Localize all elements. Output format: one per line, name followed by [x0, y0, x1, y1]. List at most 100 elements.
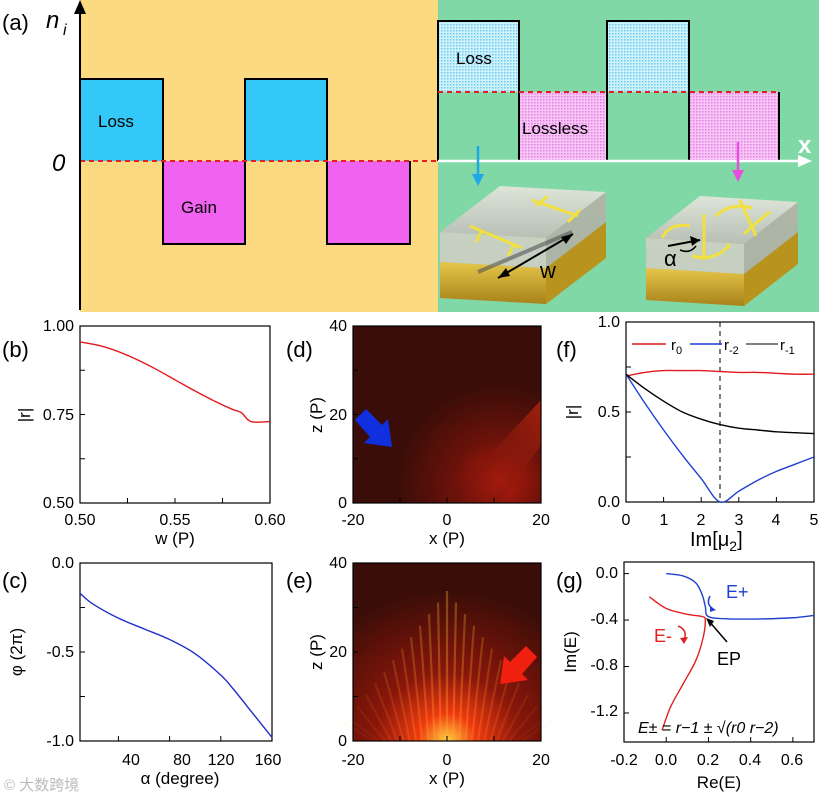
fringe-line [458, 614, 467, 742]
fringe-line [476, 648, 494, 742]
y-label-n: n [46, 7, 59, 34]
x-axis-label: Re(E) [697, 773, 741, 792]
panel-d: (d) -20 0 20 0 20 40 x (P) z (P) [286, 318, 550, 548]
fringe-line [483, 660, 503, 742]
fringe-line [436, 602, 442, 742]
loss-block [80, 79, 163, 161]
rotation-arrow-icon [710, 606, 716, 612]
lossless-block-dotted [689, 92, 779, 161]
index-profile-left [80, 78, 411, 245]
panel-a-label: (a) [2, 10, 29, 35]
x-tick-label: 160 [255, 752, 282, 769]
y-tick-label: -0.4 [590, 611, 618, 628]
panel-f: (f) 0 1 2 3 4 5 0.0 0.5 1.0 |r| Im[μ2] r… [556, 314, 819, 554]
plot-frame [79, 325, 271, 504]
lossless-label: Lossless [522, 119, 588, 138]
fringe-line [391, 660, 411, 742]
series-group [625, 369, 815, 503]
gain-block [327, 161, 410, 244]
fringe-line [501, 694, 529, 742]
fringe-line [464, 625, 476, 742]
x-tick-label: 3 [735, 512, 744, 529]
tick-marks [623, 573, 794, 742]
loss-label-right: Loss [456, 49, 492, 68]
panel-g-label: (g) [556, 568, 583, 593]
fringe-line [452, 602, 458, 742]
x-tick-label: -20 [341, 752, 364, 769]
tick-marks [80, 562, 273, 742]
legend-label-r1: r-1 [780, 337, 795, 357]
tick-marks [352, 562, 542, 742]
reflected-beam [445, 400, 541, 503]
zero-label: 0 [52, 150, 66, 177]
x-tick-label: 20 [532, 512, 550, 529]
y-tick-label: -0.5 [46, 644, 74, 661]
plot-frame [623, 561, 815, 743]
fringe-line [489, 671, 512, 742]
y-tick-label: 0.75 [43, 407, 74, 424]
y-axis-label: φ (2π) [7, 628, 26, 676]
fringe-line [356, 705, 386, 742]
fringe-line [427, 614, 436, 742]
lossless-block-dotted [519, 92, 607, 161]
x-tick-label: 0.6 [781, 752, 803, 769]
tick-marks [79, 325, 271, 504]
loss-label-left: Loss [98, 112, 134, 131]
interference-fringes [338, 591, 556, 742]
x-tick-label: -0.2 [610, 752, 638, 769]
series-group [648, 572, 815, 731]
series-line-- [79, 592, 273, 738]
ep-label: EP [717, 649, 741, 669]
legend-label-r0: r0 [671, 337, 682, 357]
x-tick-label: 40 [122, 752, 140, 769]
series-group [79, 592, 273, 738]
y-axis-label: |r| [563, 405, 582, 420]
unit-cell-left: w [440, 186, 606, 304]
x-tick-label: 1 [660, 512, 669, 529]
y-tick-label: -1.2 [590, 703, 618, 720]
fringe-line [373, 682, 399, 742]
y-tick-label: -0.8 [590, 657, 618, 674]
panel-f-label: (f) [556, 337, 577, 362]
fringe-line [409, 637, 424, 742]
eminus-label: E- [654, 626, 672, 646]
y-axis-label: |r| [15, 408, 34, 423]
x-tick-label: -20 [341, 512, 364, 529]
x-tick-label: 4 [772, 512, 781, 529]
y-tick-label: 0.0 [52, 555, 74, 572]
y-axis-label: z (P) [307, 397, 326, 433]
y-tick-label: 1.00 [43, 318, 74, 335]
x-tick-label: 2 [697, 512, 706, 529]
x-tick-label: 0.4 [739, 752, 761, 769]
y-tick-label: 40 [329, 555, 347, 572]
eplus-label: E+ [726, 582, 749, 602]
incident-arrow-icon [355, 409, 392, 447]
y-tick-label: 0.50 [43, 495, 74, 512]
x-label: x [798, 132, 812, 159]
y-axis-label: Im(E) [561, 631, 580, 673]
loss-block [245, 79, 327, 161]
panel-d-label: (d) [286, 337, 313, 362]
y-axis-label: z (P) [307, 634, 326, 670]
panel-c: (c) 40 80 120 160 0.0 -0.5 -1.0 α (degre… [2, 555, 281, 788]
y-tick-label: 0 [338, 495, 347, 512]
x-tick-label: 20 [532, 752, 550, 769]
incident-arrow-icon [500, 646, 537, 684]
ep-pointer-head-icon [706, 618, 714, 627]
x-tick-label: 0.60 [254, 512, 285, 529]
watermark: © 大数跨境 [4, 776, 79, 794]
fringe-line [495, 682, 521, 742]
x-axis-label: w (P) [154, 529, 195, 548]
x-tick-label: 0 [622, 512, 631, 529]
y-tick-label: 0 [338, 733, 347, 750]
rotation-arrow-icon [680, 637, 688, 644]
legend-label-r2: r-2 [724, 337, 739, 357]
fringe-line [365, 694, 393, 742]
fringe-line [382, 671, 405, 742]
x-axis-label: x (P) [429, 769, 465, 788]
field-heatmap [353, 563, 541, 741]
fringe-line [508, 705, 538, 742]
gain-label: Gain [181, 198, 217, 217]
fringe-line [400, 648, 418, 742]
